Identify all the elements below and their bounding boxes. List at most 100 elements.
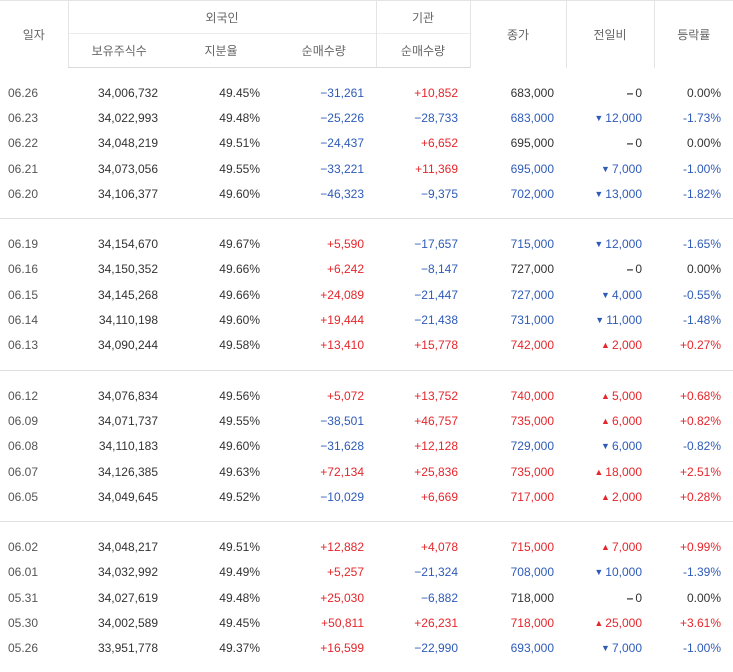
triangle-down-icon: ▼ [595, 315, 605, 326]
cell-inst-net: +25,836 [414, 464, 458, 479]
cell-date: 06.23 [8, 110, 39, 125]
cell-ratio: 49.51% [219, 136, 260, 151]
triangle-up-icon: ▲ [601, 491, 610, 502]
cell-change: ▲ 2,000 [566, 484, 654, 509]
cell-date: 06.08 [8, 439, 39, 454]
cell-rate: -1.82% [682, 186, 721, 201]
cell-ratio: 49.37% [219, 641, 260, 656]
cell-change: ▲ 7,000 [566, 534, 654, 559]
cell-ratio: 49.45% [219, 615, 260, 630]
cell-rate: 0.00% [686, 590, 721, 605]
table-row: 06.26 34,006,732 49.45% −31,261 +10,852 683,0… [0, 80, 733, 105]
cell-date: 06.16 [8, 262, 39, 277]
cell-date: 05.31 [8, 590, 39, 605]
cell-holdings: 34,073,056 [97, 161, 158, 176]
cell-holdings: 34,126,385 [97, 464, 158, 479]
cell-ratio: 49.55% [219, 413, 260, 428]
cell-date: 06.09 [8, 413, 39, 428]
table-row: 06.19 34,154,670 49.67% +5,590 −17,657 715,00… [0, 231, 733, 256]
header-inst-net: 순매수량 [375, 33, 470, 68]
cell-close: 729,000 [510, 439, 554, 454]
cell-holdings: 34,076,834 [97, 388, 158, 403]
cell-ratio: 49.66% [219, 262, 260, 277]
cell-close: 683,000 [510, 85, 554, 100]
table-row: 06.12 34,076,834 49.56% +5,072 +13,752 740,00… [0, 383, 733, 408]
cell-rate: +0.28% [679, 489, 721, 504]
cell-holdings: 34,106,377 [97, 186, 158, 201]
change-value: 11,000 [606, 313, 642, 328]
change-value: 4,000 [611, 287, 642, 302]
table-row: 06.07 34,126,385 49.63% +72,134 +25,836 735,0… [0, 459, 733, 484]
cell-change: ▼ 10,000 [566, 560, 654, 585]
change-value: 12,000 [605, 237, 642, 252]
change-value: 0 [635, 136, 642, 151]
cell-inst-net: +10,852 [414, 85, 458, 100]
row-spacer [0, 357, 733, 371]
cell-rate: -1.39% [682, 565, 721, 580]
cell-close: 718,000 [510, 590, 554, 605]
cell-close: 708,000 [510, 565, 554, 580]
cell-rate: -1.48% [682, 313, 721, 328]
triangle-up-icon: ▲ [601, 390, 610, 401]
table-row: 06.02 34,048,217 49.51% +12,882 +4,078 715,00… [0, 534, 733, 559]
triangle-down-icon: ▼ [594, 239, 604, 250]
cell-close: 683,000 [510, 110, 554, 125]
cell-holdings: 33,951,778 [97, 641, 158, 656]
cell-foreign-net: −33,221 [320, 161, 364, 176]
cell-ratio: 49.48% [219, 590, 260, 605]
table-row: 06.23 34,022,993 49.48% −25,226 −28,733 683,0… [0, 105, 733, 130]
row-spacer [0, 509, 733, 523]
table-row: 06.13 34,090,244 49.58% +13,410 +15,778 742,0… [0, 333, 733, 358]
cell-ratio: 49.60% [219, 186, 260, 201]
cell-date: 06.19 [8, 237, 39, 252]
table-row: 06.05 34,049,645 49.52% −10,029 +6,669 717,00… [0, 484, 733, 509]
cell-rate: -1.00% [682, 161, 721, 176]
table-row: 06.16 34,150,352 49.66% +6,242 −8,147 727,000… [0, 257, 733, 282]
cell-rate: 0.00% [686, 262, 721, 277]
cell-rate: -0.82% [682, 439, 721, 454]
dash-icon: – [626, 590, 634, 605]
cell-foreign-net: −38,501 [320, 413, 364, 428]
cell-close: 718,000 [510, 615, 554, 630]
cell-foreign-net: +6,242 [326, 262, 364, 277]
cell-date: 06.13 [8, 338, 39, 353]
triangle-down-icon: ▼ [594, 567, 604, 578]
cell-change: ▼ 7,000 [566, 156, 654, 181]
cell-change: –0 [566, 257, 654, 282]
cell-close: 695,000 [510, 136, 554, 151]
cell-inst-net: −22,990 [414, 641, 458, 656]
row-spacer [0, 206, 733, 220]
cell-holdings: 34,154,670 [97, 237, 158, 252]
cell-change: –0 [566, 585, 654, 610]
header-holdings: 보유주식수 [67, 33, 170, 68]
cell-foreign-net: −25,226 [320, 110, 364, 125]
change-value: 0 [635, 590, 642, 605]
cell-ratio: 49.63% [219, 464, 260, 479]
cell-rate: +0.68% [679, 388, 721, 403]
cell-change: ▼ 12,000 [566, 105, 654, 130]
cell-change: ▼ 6,000 [566, 434, 654, 459]
cell-rate: +0.99% [679, 540, 721, 555]
table-row: 06.08 34,110,183 49.60% −31,628 +12,128 729,0… [0, 434, 733, 459]
cell-foreign-net: +19,444 [320, 313, 364, 328]
cell-date: 05.30 [8, 615, 39, 630]
change-value: 25,000 [605, 615, 642, 630]
header-change: 전일비 [565, 0, 654, 68]
cell-close: 702,000 [510, 186, 554, 201]
table-row: 05.31 34,027,619 49.48% +25,030 −6,882 718,00… [0, 585, 733, 610]
cell-close: 735,000 [510, 464, 554, 479]
cell-inst-net: −8,147 [420, 262, 458, 277]
table-row: 06.20 34,106,377 49.60% −46,323 −9,375 702,00… [0, 181, 733, 206]
cell-foreign-net: +5,257 [326, 565, 364, 580]
cell-inst-net: −21,438 [414, 313, 458, 328]
change-value: 0 [635, 262, 642, 277]
cell-inst-net: +13,752 [414, 388, 458, 403]
header-foreign-net: 순매수량 [272, 33, 376, 68]
cell-close: 740,000 [510, 388, 554, 403]
table-row: 05.26 33,951,778 49.37% +16,599 −22,990 693,0… [0, 636, 733, 661]
cell-date: 06.21 [8, 161, 39, 176]
cell-date: 06.12 [8, 388, 39, 403]
triangle-down-icon: ▼ [594, 112, 604, 123]
cell-ratio: 49.60% [219, 439, 260, 454]
cell-foreign-net: +72,134 [320, 464, 364, 479]
